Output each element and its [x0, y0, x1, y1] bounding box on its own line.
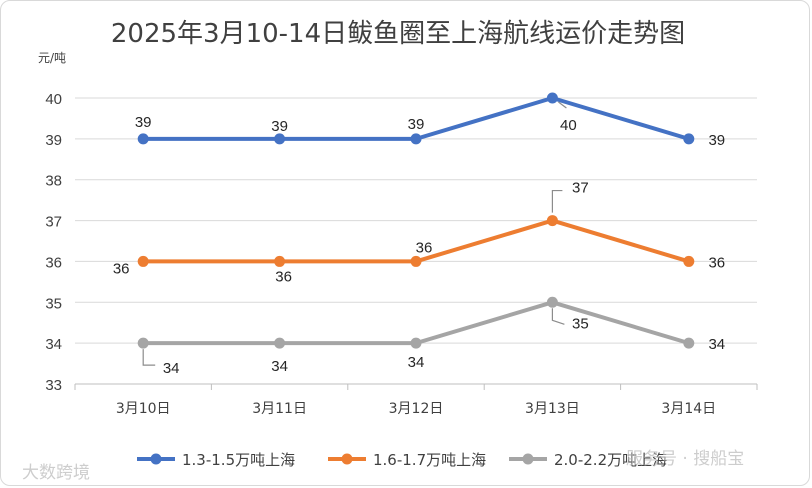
- y-tick-label: 39: [45, 132, 62, 149]
- watermark-left: 大数跨境: [22, 463, 90, 483]
- data-point: [137, 337, 149, 349]
- label-leader: [558, 101, 567, 109]
- data-label: 40: [560, 117, 577, 134]
- data-label: 36: [275, 268, 292, 285]
- x-tick-label: 3月11日: [252, 401, 307, 417]
- chart-title: 2025年3月10-14日鲅鱼圈至上海航线运价走势图: [111, 19, 685, 49]
- data-label: 36: [416, 239, 433, 256]
- data-point: [546, 296, 558, 308]
- data-point: [410, 255, 422, 267]
- data-label: 34: [163, 360, 180, 377]
- series-line: [143, 300, 690, 346]
- data-point: [410, 133, 422, 145]
- data-label: 37: [572, 180, 589, 197]
- legend-label: 1.6-1.7万吨上海: [373, 451, 486, 469]
- y-tick-label: 34: [45, 336, 62, 353]
- data-label: 36: [708, 254, 725, 271]
- y-tick-label: 38: [45, 173, 62, 190]
- y-axis-unit: 元/吨: [38, 51, 66, 65]
- data-label: 36: [113, 260, 130, 277]
- data-point: [274, 337, 286, 349]
- data-label: 34: [708, 336, 725, 353]
- data-label: 34: [271, 358, 288, 375]
- data-labels: 39 39 39 40 39 36 36 36 37 36 34 34 34 35 34: [113, 101, 725, 377]
- label-leader: [551, 189, 563, 213]
- y-tick-label: 40: [45, 91, 62, 108]
- data-point: [546, 215, 558, 227]
- data-point: [683, 255, 695, 267]
- data-label: 39: [271, 118, 288, 135]
- x-tick-label: 3月14日: [661, 401, 716, 417]
- x-tick-label: 3月13日: [525, 401, 580, 417]
- label-leader: [551, 308, 565, 325]
- y-tick-label: 33: [45, 377, 62, 394]
- data-point: [137, 133, 149, 145]
- axes: 33 34 35 36 37 38 39 40 3月10日 3月11日 3月12日 3月13日 3月14…: [45, 91, 758, 417]
- y-tick-label: 37: [45, 214, 62, 231]
- legend-swatch-marker: [522, 453, 534, 465]
- series-layer: [137, 92, 695, 349]
- data-point: [274, 255, 286, 267]
- data-point: [683, 133, 695, 145]
- data-label: 39: [135, 114, 152, 131]
- x-tick-label: 3月10日: [116, 401, 171, 417]
- data-point: [137, 255, 149, 267]
- data-label: 39: [408, 116, 425, 133]
- legend-swatch-marker: [341, 453, 353, 465]
- legend-swatch-marker: [150, 453, 162, 465]
- x-tick-label: 3月12日: [389, 401, 444, 417]
- y-tick-label: 36: [45, 254, 62, 271]
- legend-label: 1.3-1.5万吨上海: [182, 451, 295, 469]
- data-point: [683, 337, 695, 349]
- data-point: [410, 337, 422, 349]
- legend-label: 2.0-2.2万吨上海: [554, 451, 667, 469]
- watermark-right: 服务号 · 搜船宝: [626, 449, 745, 469]
- data-point: [546, 92, 558, 104]
- data-label: 35: [572, 315, 589, 332]
- data-label: 39: [708, 132, 725, 149]
- legend: 1.3-1.5万吨上海 1.6-1.7万吨上海 2.0-2.2万吨上海: [137, 451, 667, 469]
- data-point: [274, 133, 286, 145]
- data-label: 34: [408, 354, 425, 371]
- y-tick-label: 35: [45, 295, 62, 312]
- label-leader: [142, 349, 156, 366]
